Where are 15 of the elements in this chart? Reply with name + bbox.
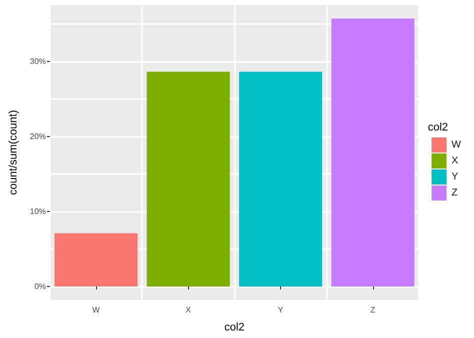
y-tick-label: 0% — [34, 282, 46, 291]
legend-title: col2 — [428, 122, 448, 134]
x-tick-label: Z — [370, 306, 376, 314]
legend-label: X — [452, 156, 459, 166]
x-tick-label: W — [92, 306, 100, 314]
legend-label: Y — [452, 172, 459, 182]
y-tick-label: 30% — [30, 56, 46, 66]
y-tick-label: 20% — [30, 132, 46, 141]
x-tick-label: X — [186, 306, 192, 314]
y-axis-title: count/sum(count) — [8, 110, 20, 195]
y-tick-label: 10% — [30, 206, 46, 216]
legend-label: Z — [452, 188, 458, 198]
x-axis-title: col2 — [224, 322, 245, 334]
x-tick-label: Y — [278, 306, 284, 314]
legend-label: W — [452, 140, 462, 150]
